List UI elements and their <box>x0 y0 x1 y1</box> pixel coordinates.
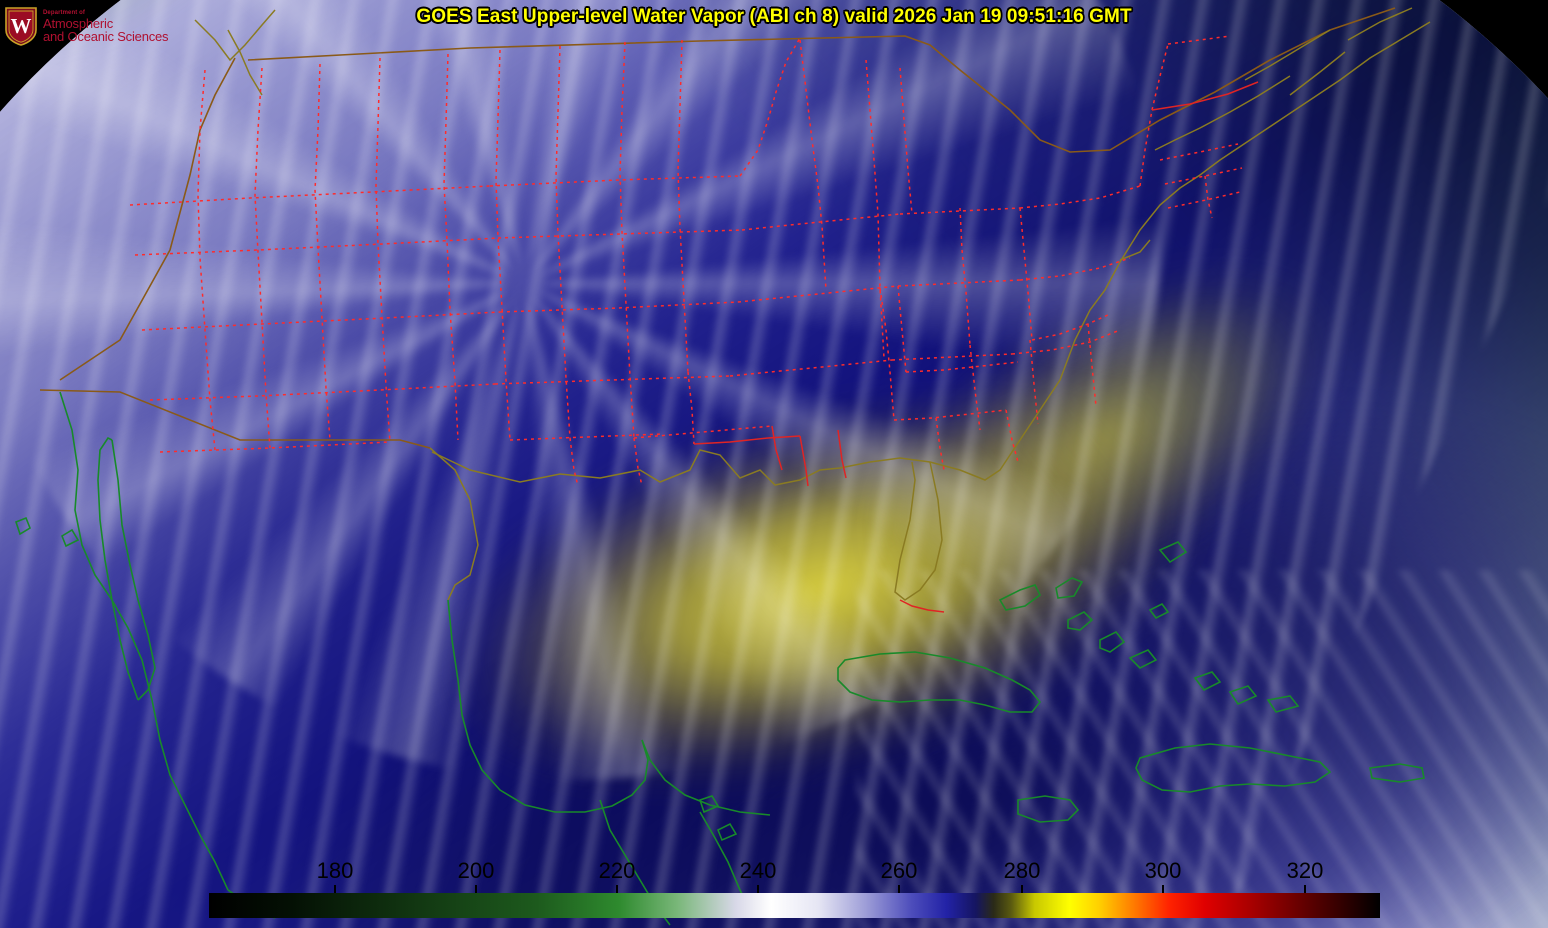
logo-department-line: Department of <box>43 9 85 16</box>
colorbar-label-260: 260 <box>880 858 918 883</box>
us-coastline-layer <box>194 7 1431 601</box>
national-border-layer <box>39 7 1396 449</box>
colorbar-gradient <box>209 893 1380 918</box>
colorbar-label-320: 320 <box>1286 858 1324 883</box>
logo-line-2: and Oceanic Sciences <box>43 28 169 44</box>
colorbar-tick-180 <box>334 885 336 893</box>
colorbar-legend: 180 200 220 240 260 280 300 320 <box>209 858 1380 920</box>
foreign-coastline-layer <box>15 391 1425 926</box>
colorbar-label-180: 180 <box>316 858 354 883</box>
colorbar-label-300: 300 <box>1144 858 1182 883</box>
colorbar-tick-320 <box>1304 885 1306 893</box>
colorbar-label-220: 220 <box>598 858 636 883</box>
colorbar-label-280: 280 <box>1003 858 1041 883</box>
uw-crest-icon: W <box>5 7 37 46</box>
subtropical-streak-texture <box>856 570 1548 928</box>
colorbar-tick-300 <box>1162 885 1164 893</box>
uw-aos-logo: W Department of Atmospheric and Oceanic … <box>0 0 169 52</box>
colorbar-ticks <box>209 885 1380 893</box>
colorbar-tick-220 <box>616 885 618 893</box>
state-borders-layer <box>129 35 1259 613</box>
logo-line-1: Atmospheric <box>43 15 114 31</box>
svg-text:W: W <box>11 14 32 38</box>
colorbar-label-200: 200 <box>457 858 495 883</box>
colorbar-tick-200 <box>475 885 477 893</box>
colorbar-tick-280 <box>1021 885 1023 893</box>
colorbar-tick-labels: 180 200 220 240 260 280 300 320 <box>209 858 1380 886</box>
colorbar-tick-260 <box>898 885 900 893</box>
colorbar-tick-240 <box>757 885 759 893</box>
colorbar-label-240: 240 <box>739 858 777 883</box>
